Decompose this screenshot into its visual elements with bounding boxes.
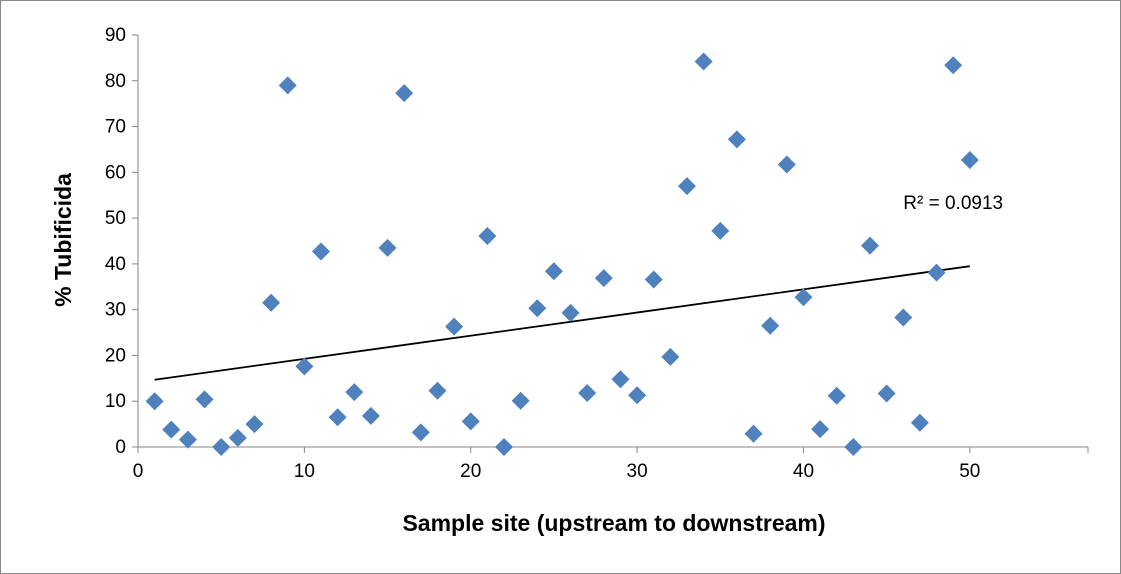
- x-tick-label: 50: [959, 461, 980, 482]
- x-tick-label: 30: [627, 461, 648, 482]
- data-point: [195, 390, 214, 409]
- y-tick-label: 80: [105, 71, 126, 92]
- data-point: [910, 413, 929, 432]
- y-tick-label: 70: [105, 117, 126, 138]
- data-point: [661, 347, 680, 366]
- data-point: [395, 84, 414, 103]
- data-point: [378, 238, 397, 257]
- data-point: [927, 263, 946, 282]
- data-point: [511, 391, 530, 410]
- data-point: [694, 52, 713, 71]
- data-point: [262, 293, 281, 312]
- x-tick-label: 40: [793, 461, 814, 482]
- y-tick-label: 40: [105, 254, 126, 275]
- data-point: [428, 381, 447, 400]
- data-point: [777, 155, 796, 174]
- data-point: [295, 357, 314, 376]
- data-point: [877, 384, 896, 403]
- data-point: [861, 236, 879, 255]
- data-point: [212, 438, 231, 456]
- data-point: [544, 262, 563, 281]
- data-point: [628, 386, 647, 405]
- y-tick-label: 30: [105, 300, 126, 321]
- data-point: [245, 415, 264, 434]
- data-point: [644, 270, 663, 289]
- trendline-group: [154, 265, 970, 381]
- y-tick-label: 0: [115, 437, 126, 458]
- data-point: [811, 420, 830, 439]
- data-point: [328, 408, 347, 427]
- data-point: [145, 392, 164, 411]
- axis-ticks: 0 10 20 30 40 50 60 70 80 90 0 10 20 30 40 50: [105, 25, 1089, 482]
- data-point: [578, 383, 597, 402]
- data-point: [594, 269, 613, 288]
- x-tick-label: 10: [294, 461, 315, 482]
- data-point: [960, 150, 979, 169]
- data-point: [794, 288, 813, 307]
- data-point: [711, 221, 730, 240]
- data-point: [445, 317, 464, 336]
- data-point: [495, 438, 513, 456]
- data-point: [461, 412, 480, 431]
- data-point: [844, 438, 863, 456]
- data-point: [478, 226, 497, 245]
- data-points: [145, 52, 979, 456]
- data-point: [361, 406, 380, 425]
- y-tick-label: 20: [105, 345, 126, 366]
- data-point: [761, 316, 780, 335]
- y-tick-label: 50: [105, 208, 126, 229]
- data-point: [278, 76, 297, 95]
- x-tick-label: 0: [133, 461, 144, 482]
- data-point: [827, 386, 846, 405]
- r-squared-annotation: R² = 0.0913: [903, 193, 1003, 214]
- axes: [137, 35, 1088, 448]
- data-point: [345, 383, 364, 402]
- linear-trendline: [154, 265, 970, 381]
- data-point: [678, 177, 696, 196]
- data-point: [162, 420, 181, 439]
- data-point: [528, 299, 547, 318]
- data-point: [411, 423, 430, 442]
- data-point: [894, 308, 913, 327]
- y-tick-label: 90: [105, 25, 126, 46]
- y-tick-label: 60: [105, 162, 126, 183]
- data-point: [561, 303, 580, 322]
- y-axis-title: % Tubificida: [50, 173, 76, 307]
- data-point: [944, 56, 963, 75]
- data-point: [312, 242, 330, 261]
- y-tick-label: 10: [105, 391, 126, 412]
- data-point: [727, 130, 746, 149]
- x-tick-label: 20: [460, 461, 481, 482]
- data-point: [611, 370, 630, 389]
- data-point: [744, 424, 763, 443]
- data-point: [178, 430, 197, 449]
- data-point: [228, 428, 247, 447]
- x-axis-title: Sample site (upstream to downstream): [402, 510, 825, 536]
